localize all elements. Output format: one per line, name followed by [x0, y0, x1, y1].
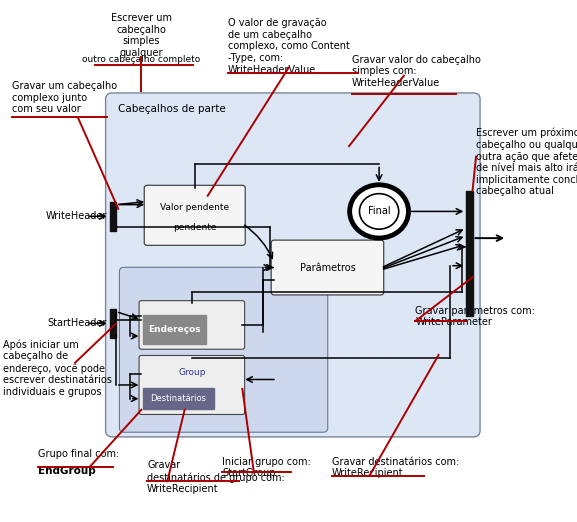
Bar: [110, 309, 116, 338]
Text: Cabeçalhos de parte: Cabeçalhos de parte: [118, 104, 226, 114]
Text: WriteHeader: WriteHeader: [46, 211, 107, 221]
Text: Group: Group: [178, 369, 205, 377]
Text: outro cabeçalho completo: outro cabeçalho completo: [83, 55, 200, 64]
Text: Gravar
destinatários de grupo com:
WriteRecipient: Gravar destinatários de grupo com: Write…: [147, 460, 285, 494]
Text: Endereços: Endereços: [148, 325, 201, 334]
FancyBboxPatch shape: [139, 355, 245, 414]
Text: Escrever um
cabeçalho
simples
qualquer: Escrever um cabeçalho simples qualquer: [111, 13, 172, 58]
FancyBboxPatch shape: [271, 240, 384, 295]
Text: Gravar um cabeçalho
complexo junto
com seu valor: Gravar um cabeçalho complexo junto com s…: [12, 81, 117, 114]
FancyBboxPatch shape: [144, 185, 245, 245]
Text: Iniciar grupo com:
StartGroup: Iniciar grupo com: StartGroup: [222, 457, 311, 478]
Text: EndGroup: EndGroup: [38, 466, 95, 476]
Bar: [143, 315, 205, 344]
Text: Final: Final: [368, 206, 391, 217]
Text: Gravar parâmetros com:
WriteParameter: Gravar parâmetros com: WriteParameter: [415, 305, 535, 327]
FancyBboxPatch shape: [139, 301, 245, 349]
Text: Valor pendente: Valor pendente: [160, 203, 229, 211]
Text: Gravar destinatários com:
WriteRecipient: Gravar destinatários com: WriteRecipient: [332, 457, 459, 478]
Circle shape: [350, 185, 409, 238]
Text: pendente: pendente: [173, 223, 216, 232]
Text: Destinatários: Destinatários: [151, 394, 207, 404]
Bar: [110, 202, 116, 231]
Bar: [466, 191, 473, 316]
Text: StartHeader: StartHeader: [47, 318, 107, 328]
Text: Após iniciar um
cabeçalho de
endereço, você pode
escrever destinatários
individu: Após iniciar um cabeçalho de endereço, v…: [3, 339, 112, 397]
Text: Parâmetros: Parâmetros: [299, 263, 355, 272]
Text: Gravar valor do cabeçalho
simples com:
WriteHeaderValue: Gravar valor do cabeçalho simples com: W…: [352, 55, 481, 88]
Bar: [143, 388, 213, 409]
FancyBboxPatch shape: [119, 267, 328, 432]
Text: Grupo final com:: Grupo final com:: [38, 449, 119, 459]
FancyBboxPatch shape: [106, 93, 480, 437]
Text: Escrever um próximo
cabeçalho ou qualquer
outra ação que afete o estado
de nível: Escrever um próximo cabeçalho ou qualque…: [476, 128, 577, 196]
Text: O valor de gravação
de um cabeçalho
complexo, como Content
-Type, com:
WriteHead: O valor de gravação de um cabeçalho comp…: [228, 18, 350, 75]
